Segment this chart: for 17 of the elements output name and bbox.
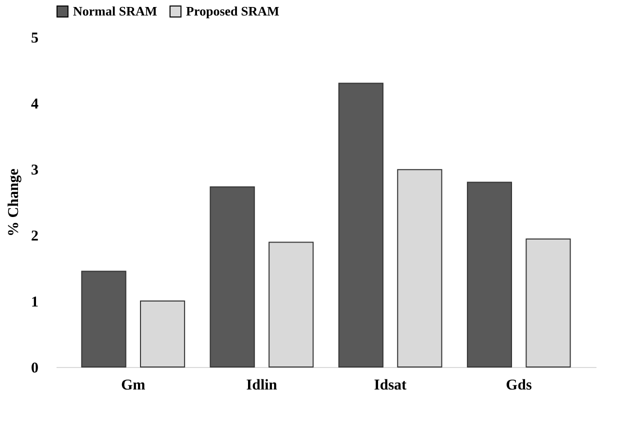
bar	[338, 82, 384, 368]
y-axis-title: % Change	[6, 168, 22, 236]
bar	[210, 186, 255, 368]
y-tick-label: 5	[31, 30, 38, 46]
x-tick-label: Gm	[121, 378, 146, 394]
legend-label: Proposed SRAM	[186, 4, 280, 19]
x-tick-label: Idlin	[246, 378, 278, 394]
legend-label: Normal SRAM	[73, 4, 158, 19]
x-tick-label: Gds	[506, 378, 532, 394]
y-tick-label: 4	[31, 96, 39, 112]
y-tick-label: 3	[31, 162, 38, 178]
y-tick-label: 0	[31, 360, 38, 376]
bar	[81, 270, 126, 368]
y-tick-label: 1	[31, 294, 38, 310]
bar	[466, 182, 512, 368]
y-tick-label: 2	[31, 228, 38, 244]
x-tick-label: Idsat	[374, 378, 407, 394]
